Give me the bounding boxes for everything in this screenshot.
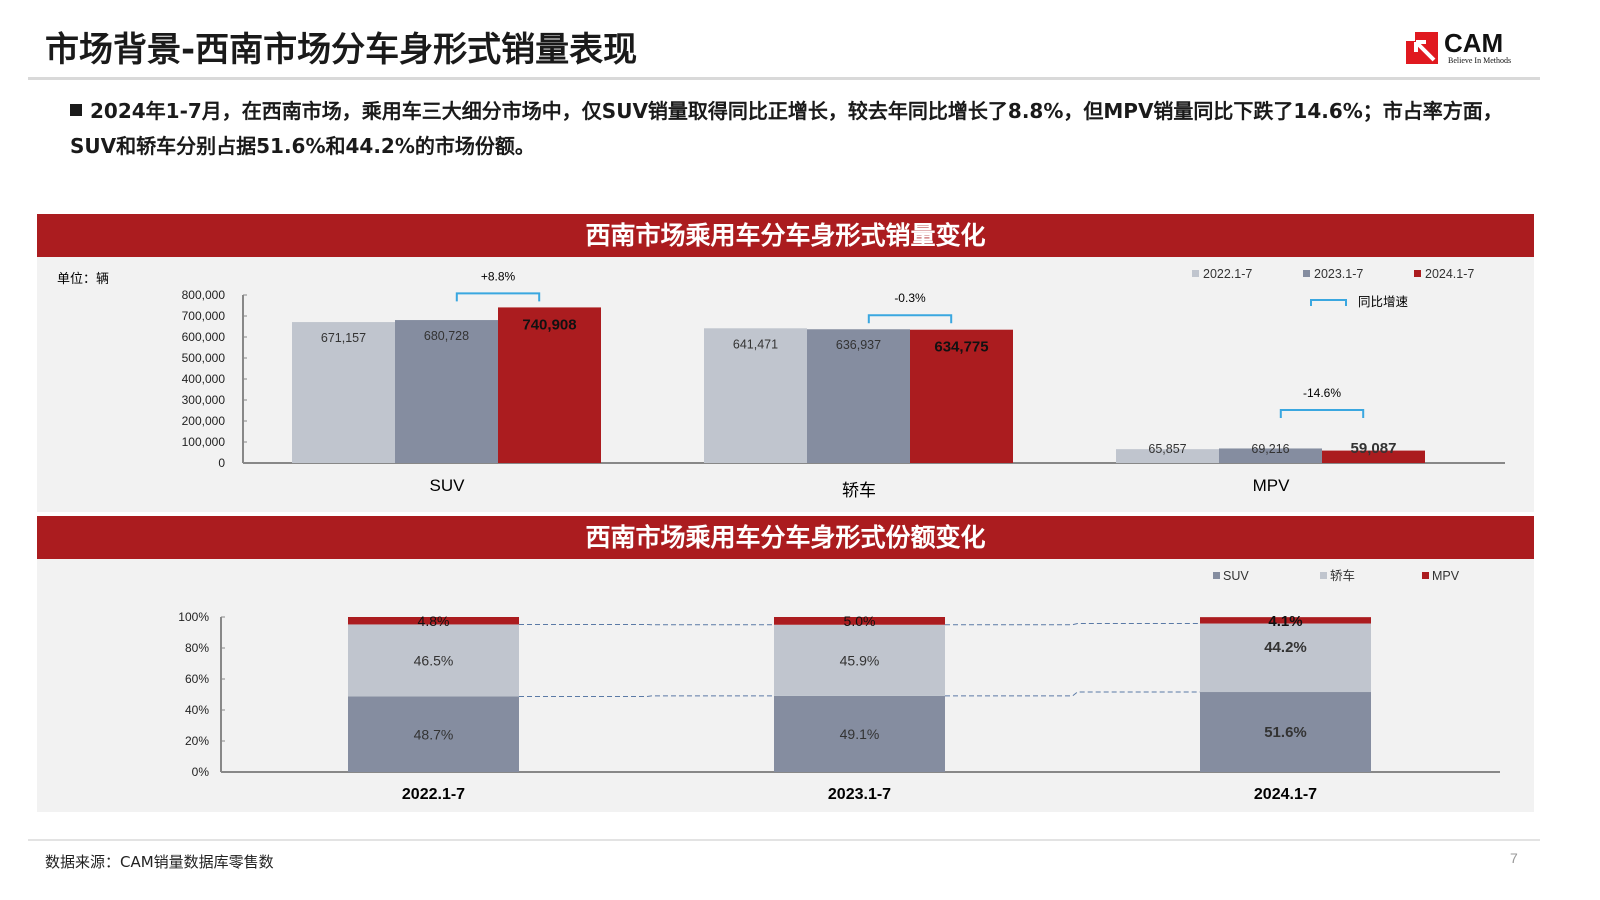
y-tick-label: 400,000 xyxy=(182,372,226,386)
category-label: 轿车 xyxy=(842,481,876,500)
yoy-label: -0.3% xyxy=(894,291,926,305)
yoy-label: +8.8% xyxy=(481,269,516,283)
summary-text: 2024年1-7月，在西南市场，乘用车三大细分市场中，仅SUV销量取得同比正增长… xyxy=(70,99,1503,158)
bar-2023.1-7 xyxy=(1219,448,1322,463)
svg-text:Believe In Methods: Believe In Methods xyxy=(1448,56,1511,65)
page-number: 7 xyxy=(1510,850,1518,866)
legend-swatch xyxy=(1422,572,1429,579)
data-label: 51.6% xyxy=(1264,724,1307,741)
data-label: 65,857 xyxy=(1148,442,1186,456)
legend-swatch xyxy=(1320,572,1327,579)
legend-swatch xyxy=(1192,270,1199,277)
bar-2022.1-7 xyxy=(704,328,807,463)
y-tick-label: 700,000 xyxy=(182,309,226,323)
unit-label: 单位：辆 xyxy=(57,271,109,286)
legend-label: 2023.1-7 xyxy=(1314,267,1363,281)
legend-swatch xyxy=(1414,270,1421,277)
segment-MPV xyxy=(774,617,945,625)
legend-swatch xyxy=(1213,572,1220,579)
y-tick-label: 20% xyxy=(185,734,209,748)
category-label: 2022.1-7 xyxy=(402,786,465,803)
summary-bullet: 2024年1-7月，在西南市场，乘用车三大细分市场中，仅SUV销量取得同比正增长… xyxy=(70,94,1510,164)
category-label: SUV xyxy=(430,476,466,495)
legend-swatch xyxy=(1303,270,1310,277)
data-label: 5.0% xyxy=(844,613,876,629)
segment-轿车 xyxy=(348,624,519,697)
data-label: 634,775 xyxy=(934,339,988,356)
yoy-label: -14.6% xyxy=(1303,386,1341,400)
data-label: 4.8% xyxy=(418,613,450,629)
connector-line xyxy=(945,691,1200,697)
y-tick-label: 300,000 xyxy=(182,393,226,407)
bar-2024.1-7 xyxy=(910,329,1013,463)
svg-text:CAM: CAM xyxy=(1444,30,1503,58)
header-divider xyxy=(28,77,1540,80)
data-label: 46.5% xyxy=(414,652,454,668)
y-tick-label: 600,000 xyxy=(182,330,226,344)
y-tick-label: 0% xyxy=(192,765,210,779)
y-tick-label: 60% xyxy=(185,672,209,686)
segment-MPV xyxy=(348,617,519,625)
data-label: 680,728 xyxy=(424,329,469,343)
y-tick-label: 800,000 xyxy=(182,288,226,302)
y-tick-label: 200,000 xyxy=(182,414,226,428)
legend-label: 同比增速 xyxy=(1358,294,1409,309)
yoy-bracket xyxy=(867,314,953,324)
footer-divider xyxy=(28,839,1540,841)
y-tick-label: 100,000 xyxy=(182,435,226,449)
yoy-bracket xyxy=(455,292,541,302)
data-label: 59,087 xyxy=(1351,440,1397,457)
yoy-bracket xyxy=(1279,409,1365,418)
y-tick-label: 40% xyxy=(185,703,209,717)
bar-2024.1-7 xyxy=(1322,450,1425,463)
data-label: 44.2% xyxy=(1264,639,1307,656)
chart2-title: 西南市场乘用车分车身形式份额变化 xyxy=(37,516,1534,559)
category-label: 2023.1-7 xyxy=(828,786,891,803)
data-label: 671,157 xyxy=(321,331,366,345)
y-tick-label: 500,000 xyxy=(182,351,226,365)
bar-2022.1-7 xyxy=(292,322,395,463)
y-tick-label: 100% xyxy=(178,610,209,624)
legend-label: SUV xyxy=(1223,569,1249,583)
legend-bracket-icon xyxy=(1310,299,1347,306)
cam-logo: CAM Believe In Methods xyxy=(1406,30,1541,70)
legend-label: 轿车 xyxy=(1330,568,1355,583)
category-label: MPV xyxy=(1253,476,1291,495)
segment-SUV xyxy=(348,696,519,772)
bar-2024.1-7 xyxy=(498,307,601,463)
connector-line xyxy=(519,695,774,698)
data-label: 641,471 xyxy=(733,337,778,351)
legend-label: 2024.1-7 xyxy=(1425,267,1474,281)
data-source: 数据来源：CAM销量数据库零售数 xyxy=(45,853,274,871)
data-label: 740,908 xyxy=(522,316,576,333)
bar-2022.1-7 xyxy=(1116,449,1219,463)
segment-SUV xyxy=(1200,692,1371,772)
legend-label: MPV xyxy=(1432,569,1460,583)
data-label: 49.1% xyxy=(840,726,880,742)
y-tick-label: 0 xyxy=(218,456,225,470)
segment-SUV xyxy=(774,695,945,772)
data-label: 4.1% xyxy=(1268,613,1302,630)
segment-轿车 xyxy=(1200,623,1371,693)
data-label: 45.9% xyxy=(840,652,880,668)
data-label: 636,937 xyxy=(836,338,881,352)
y-tick-label: 80% xyxy=(185,641,209,655)
segment-MPV xyxy=(1200,617,1371,624)
data-label: 69,216 xyxy=(1251,442,1289,456)
data-label: 48.7% xyxy=(414,726,454,742)
chart1-title: 西南市场乘用车分车身形式销量变化 xyxy=(37,214,1534,257)
connector-line xyxy=(945,623,1200,626)
bar-2023.1-7 xyxy=(395,320,498,463)
bar-2023.1-7 xyxy=(807,329,910,463)
page-title: 市场背景-西南市场分车身形式销量表现 xyxy=(45,30,638,70)
segment-轿车 xyxy=(774,624,945,696)
category-label: 2024.1-7 xyxy=(1254,786,1317,803)
legend-label: 2022.1-7 xyxy=(1203,267,1252,281)
